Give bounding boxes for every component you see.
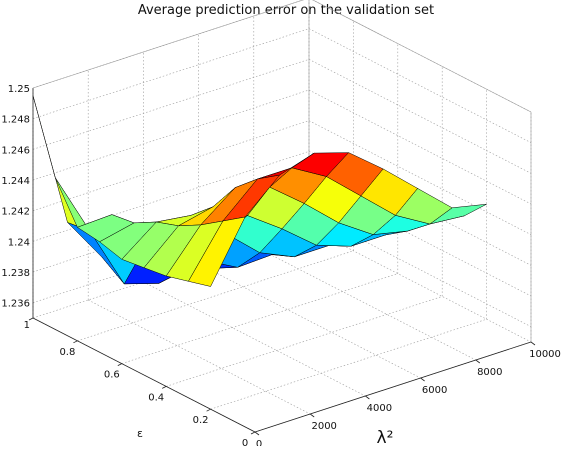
z-tick-label: 1.246 — [1, 145, 30, 156]
x-tick-mark — [206, 408, 211, 412]
x-tick-label: 1 — [24, 320, 30, 331]
x-tick-label: 0.4 — [148, 392, 164, 403]
back-wall-grid-line — [32, 59, 310, 150]
surface-patch — [188, 216, 246, 287]
side-wall-grid-line — [308, 151, 532, 266]
x-tick-mark — [250, 431, 256, 435]
y-tick-mark — [309, 413, 315, 418]
back-wall-grid-line — [32, 120, 310, 211]
side-wall-grid-line — [308, 120, 532, 235]
floor-grid-line — [210, 318, 487, 410]
z-tick-label: 1.236 — [1, 299, 30, 310]
y-axis-label: λ² — [377, 428, 394, 446]
grid-lines — [32, 0, 532, 433]
z-tick-label: 1.242 — [1, 207, 30, 218]
y-tick-label: 10000 — [529, 349, 561, 360]
z-tick-label: 1.25 — [8, 84, 30, 95]
floor-grid-line — [198, 263, 421, 379]
z-tick-label: 1.244 — [1, 176, 30, 187]
x-tick-mark — [28, 317, 34, 321]
chart-title: Average prediction error on the validati… — [138, 3, 434, 18]
tick-labels: 1.2361.2381.241.2421.2441.2461.2481.2510… — [1, 84, 561, 450]
y-tick-label: 2000 — [311, 421, 336, 432]
y-tick-label: 4000 — [367, 403, 392, 414]
floor-grid-line — [88, 299, 311, 415]
z-tick-label: 1.24 — [8, 237, 30, 248]
floor-grid-line — [143, 281, 366, 397]
x-tick-mark — [162, 386, 167, 389]
z-tick-label: 1.238 — [1, 268, 30, 279]
surface-patch — [32, 95, 90, 232]
y-tick-label: 0 — [256, 439, 262, 446]
y-tick-label: 8000 — [477, 367, 502, 378]
x-tick-label: 0 — [242, 438, 248, 446]
floor-grid-line — [253, 245, 476, 361]
y-tick-mark — [420, 377, 425, 382]
x-axis-line — [32, 317, 256, 433]
back-wall-grid-line — [32, 151, 310, 242]
side-wall-grid-line — [308, 181, 532, 297]
side-wall-grid-line — [308, 89, 532, 205]
floor-grid-line — [166, 296, 443, 387]
y-tick-mark — [254, 431, 260, 436]
y-tick-label: 6000 — [422, 385, 447, 396]
side-wall-grid-line — [308, 59, 532, 174]
x-tick-mark — [117, 363, 122, 366]
y-tick-mark — [475, 359, 481, 364]
x-tick-label: 0.8 — [59, 347, 75, 358]
x-axis-label: ε — [137, 427, 143, 440]
y-tick-mark — [530, 341, 536, 346]
floor-grid-line — [121, 273, 398, 364]
side-wall-grid-line — [308, 212, 532, 327]
top-edge-line — [32, 0, 304, 89]
x-tick-mark — [73, 340, 78, 344]
back-wall-grid-line — [32, 89, 310, 181]
y-tick-mark — [365, 395, 370, 400]
floor-grid-line — [308, 227, 532, 343]
z-tick-label: 1.248 — [1, 115, 30, 126]
x-tick-label: 0.2 — [193, 415, 209, 426]
side-wall-grid-line — [308, 28, 532, 143]
surface-mesh — [32, 95, 487, 287]
floor-grid-line — [77, 250, 354, 342]
back-wall-grid-line — [32, 28, 310, 119]
top-edge-line — [312, 0, 532, 113]
y-axis-line — [254, 341, 532, 433]
x-tick-label: 0.6 — [104, 370, 120, 381]
